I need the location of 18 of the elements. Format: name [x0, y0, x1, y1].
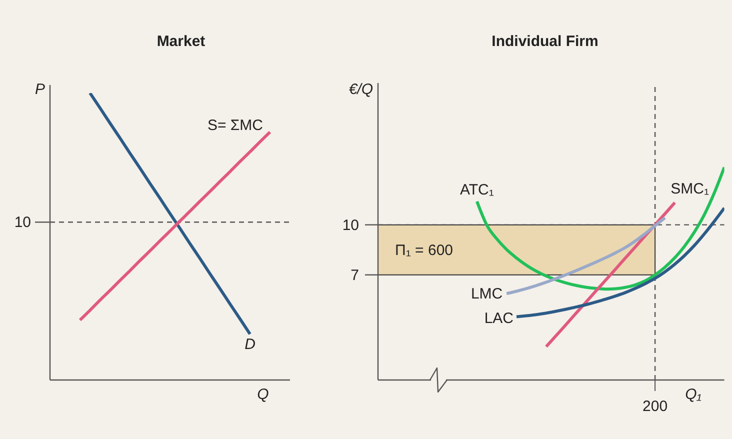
series-label: ATC₁ [460, 181, 494, 198]
y-axis-title: €/Q [348, 81, 373, 99]
line-series [515, 206, 724, 318]
x-axis-title: Q [256, 386, 270, 404]
series-label: SMC₁ [670, 180, 710, 198]
x-axis-title: Q₁ [685, 386, 702, 403]
series-label: LAC [484, 310, 514, 327]
y-tick-label: 7 [350, 267, 359, 284]
y-axis-title: P [34, 81, 45, 99]
series-label: LMC [470, 286, 503, 303]
x-tick-label: 200 [642, 398, 668, 415]
text: 10 [14, 214, 31, 232]
chart-title: Individual Firm [490, 33, 600, 51]
line-series [505, 216, 666, 296]
series-label: D [244, 336, 256, 354]
band-label: Π₁ = 600 [395, 242, 454, 259]
chart-title: Market [156, 33, 206, 51]
series-label: S= ΣMC [207, 117, 264, 134]
